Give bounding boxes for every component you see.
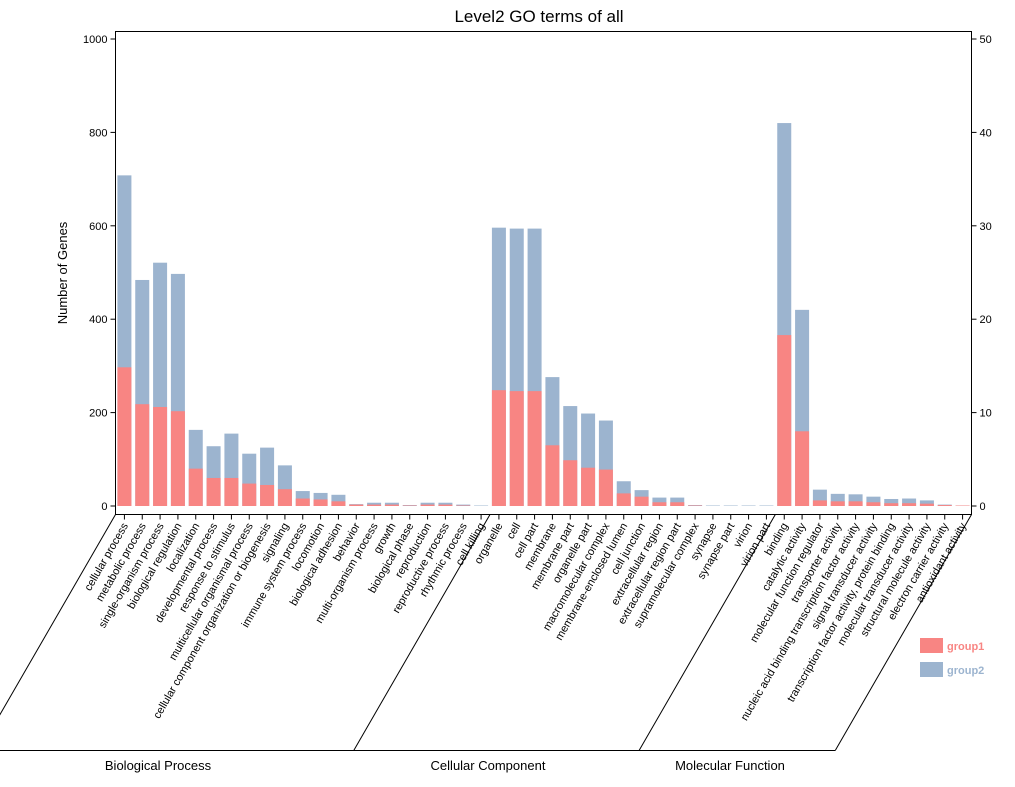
plot-frame — [116, 32, 972, 515]
y-axis-label: Number of Genes — [55, 221, 70, 324]
y-tick-label: 0 — [101, 501, 107, 513]
bar-group1 — [599, 470, 613, 506]
y-tick-label: 400 — [89, 314, 107, 326]
bar-group1 — [385, 505, 399, 506]
bar-group1 — [831, 501, 845, 506]
y2-tick-label: 30 — [980, 221, 992, 233]
bars-layer — [117, 123, 969, 506]
bar-group1 — [866, 502, 880, 506]
legend-label-group1: group1 — [947, 641, 984, 653]
y-tick-label: 800 — [89, 127, 107, 139]
bar-group1 — [492, 390, 506, 506]
bar-group1 — [777, 335, 791, 506]
legend-label-group2: group2 — [947, 665, 984, 677]
bar-group1 — [349, 505, 363, 506]
bar-group1 — [795, 431, 809, 506]
legend-swatch-group1 — [920, 638, 943, 653]
y-tick-label: 200 — [89, 408, 107, 420]
chart-title: Level2 GO terms of all — [454, 7, 623, 26]
bar-group1 — [260, 485, 274, 506]
bar-group1 — [438, 505, 452, 506]
bar-group1 — [117, 367, 131, 506]
bar-group1 — [920, 504, 934, 506]
bar-group1 — [563, 460, 577, 506]
bar-group1 — [207, 478, 221, 506]
bar-group1 — [153, 407, 167, 506]
bar-group1 — [278, 489, 292, 506]
bar-group1 — [189, 469, 203, 506]
bar-group1 — [938, 505, 952, 506]
y-tick-label: 600 — [89, 221, 107, 233]
y-tick-label: 1000 — [83, 34, 107, 46]
group-label: Molecular Function — [675, 758, 785, 773]
bar-group1 — [528, 391, 542, 506]
legend-swatch-group2 — [920, 662, 943, 677]
bar-group1 — [314, 499, 328, 506]
bar-group1 — [171, 411, 185, 506]
bar-group1 — [813, 500, 827, 506]
bar-group1 — [367, 505, 381, 506]
group-divider-line — [0, 515, 116, 751]
bar-group1 — [849, 501, 863, 506]
bar-group1 — [902, 503, 916, 506]
legend: group1 group2 — [920, 638, 984, 677]
bar-group1 — [635, 497, 649, 506]
y2-tick-label: 0 — [980, 501, 986, 513]
bar-group1 — [884, 503, 898, 506]
bar-group1 — [224, 478, 238, 506]
bar-group1 — [670, 502, 684, 506]
bar-group1 — [242, 484, 256, 506]
y2-tick-label: 20 — [980, 314, 992, 326]
bar-group1 — [135, 404, 149, 506]
bar-group1 — [652, 502, 666, 506]
group-label: Cellular Component — [431, 758, 546, 773]
bar-group1 — [510, 391, 524, 506]
bar-group1 — [421, 505, 435, 506]
y2-tick-label: 10 — [980, 408, 992, 420]
bar-group1 — [545, 445, 559, 506]
y2-tick-label: 40 — [980, 127, 992, 139]
bar-group1 — [617, 493, 631, 506]
bar-group1 — [296, 499, 310, 506]
bar-group1 — [331, 501, 345, 506]
y2-tick-label: 50 — [980, 34, 992, 46]
bar-group1 — [581, 468, 595, 506]
group-label: Biological Process — [105, 758, 212, 773]
